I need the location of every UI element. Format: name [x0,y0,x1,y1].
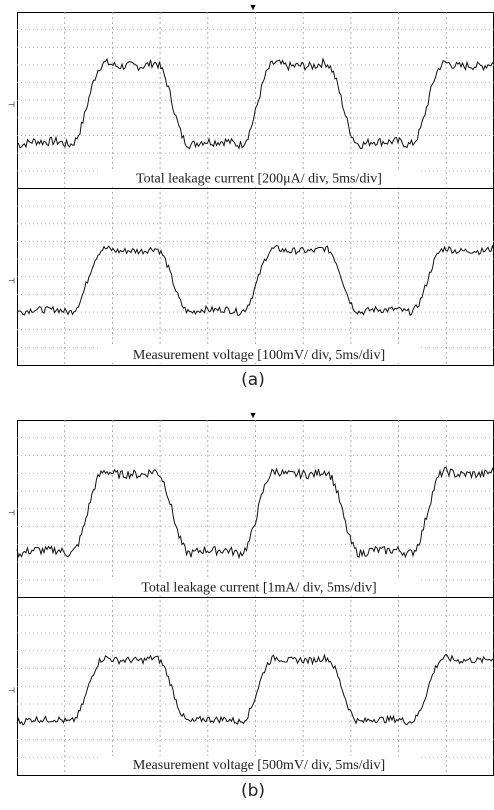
panel-label: (b) [241,781,265,801]
ground-marker: ⊣ [8,508,15,517]
caption-bg [98,756,420,773]
ground-marker: ⊣ [8,686,15,695]
trace-caption: Measurement voltage [500mV/ div, 5ms/div… [133,758,385,773]
ground-marker: ⊣ [8,100,15,109]
caption-bg [98,578,420,596]
ground-marker: ⊣ [8,276,15,285]
waveform [16,57,494,150]
caption-bg [98,346,420,363]
trace-caption: Total leakage current [200μA/ div, 5ms/d… [136,172,382,187]
caption-bg [98,169,420,187]
trace-caption: Total leakage current [1mA/ div, 5ms/div… [141,581,376,596]
waveform [16,466,494,560]
panel-label: (a) [241,370,265,390]
trigger-marker: ▼ [249,410,258,420]
trigger-marker: ▼ [249,2,258,12]
waveform [16,653,494,726]
trace-caption: Measurement voltage [100mV/ div, 5ms/div… [133,348,385,363]
waveform [16,244,494,317]
